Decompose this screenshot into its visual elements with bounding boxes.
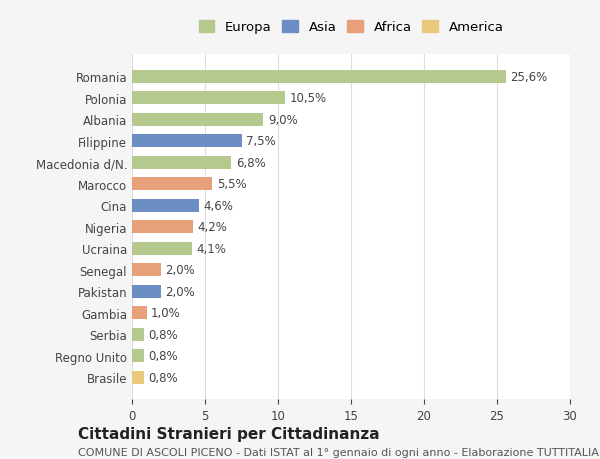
Bar bbox=[132, 371, 143, 384]
Text: 0,8%: 0,8% bbox=[148, 349, 178, 362]
Text: 4,1%: 4,1% bbox=[196, 242, 226, 255]
Text: 10,5%: 10,5% bbox=[290, 92, 327, 105]
Text: Cittadini Stranieri per Cittadinanza: Cittadini Stranieri per Cittadinanza bbox=[78, 425, 380, 441]
Bar bbox=[132, 178, 212, 191]
Text: 7,5%: 7,5% bbox=[246, 135, 275, 148]
Text: COMUNE DI ASCOLI PICENO - Dati ISTAT al 1° gennaio di ogni anno - Elaborazione T: COMUNE DI ASCOLI PICENO - Dati ISTAT al … bbox=[78, 447, 600, 457]
Bar bbox=[132, 285, 161, 298]
Bar bbox=[132, 113, 263, 127]
Bar bbox=[132, 71, 506, 84]
Text: 9,0%: 9,0% bbox=[268, 113, 298, 127]
Text: 6,8%: 6,8% bbox=[236, 157, 265, 169]
Bar bbox=[132, 221, 193, 234]
Legend: Europa, Asia, Africa, America: Europa, Asia, Africa, America bbox=[194, 17, 508, 38]
Text: 25,6%: 25,6% bbox=[510, 71, 547, 84]
Text: 1,0%: 1,0% bbox=[151, 307, 181, 319]
Text: 4,2%: 4,2% bbox=[198, 221, 227, 234]
Text: 0,8%: 0,8% bbox=[148, 371, 178, 384]
Bar bbox=[132, 135, 241, 148]
Text: 2,0%: 2,0% bbox=[166, 263, 196, 277]
Bar bbox=[132, 307, 146, 319]
Bar bbox=[132, 263, 161, 276]
Text: 2,0%: 2,0% bbox=[166, 285, 196, 298]
Bar bbox=[132, 199, 199, 212]
Bar bbox=[132, 328, 143, 341]
Text: 0,8%: 0,8% bbox=[148, 328, 178, 341]
Text: 4,6%: 4,6% bbox=[203, 199, 233, 212]
Bar bbox=[132, 349, 143, 362]
Bar bbox=[132, 242, 192, 255]
Text: 5,5%: 5,5% bbox=[217, 178, 247, 191]
Bar bbox=[132, 92, 286, 105]
Bar bbox=[132, 157, 231, 169]
